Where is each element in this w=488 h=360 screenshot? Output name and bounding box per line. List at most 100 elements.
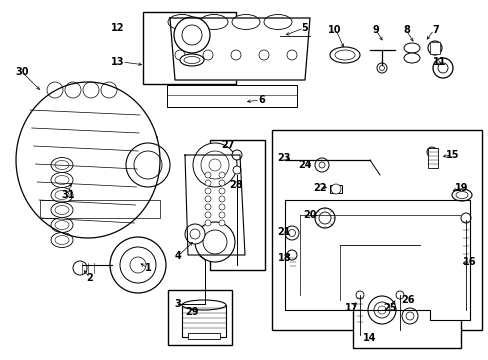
Ellipse shape: [55, 161, 69, 170]
Circle shape: [219, 204, 224, 210]
Bar: [182, 305, 225, 337]
Text: 13: 13: [111, 57, 124, 67]
Ellipse shape: [451, 189, 471, 201]
Ellipse shape: [231, 14, 260, 30]
Circle shape: [230, 50, 241, 60]
Circle shape: [318, 162, 325, 168]
Circle shape: [204, 180, 210, 186]
Circle shape: [204, 220, 210, 226]
Circle shape: [203, 230, 226, 254]
Circle shape: [203, 50, 213, 60]
Ellipse shape: [51, 172, 73, 188]
Circle shape: [175, 50, 184, 60]
Text: 6: 6: [258, 95, 265, 105]
Polygon shape: [170, 18, 309, 80]
Text: 8: 8: [403, 25, 409, 35]
Ellipse shape: [55, 235, 69, 244]
Text: 15: 15: [446, 150, 459, 160]
Ellipse shape: [51, 188, 73, 202]
Circle shape: [204, 204, 210, 210]
Circle shape: [231, 150, 242, 160]
Bar: [271, 130, 481, 330]
Circle shape: [130, 257, 146, 273]
Ellipse shape: [180, 54, 203, 66]
Circle shape: [195, 222, 235, 262]
Ellipse shape: [55, 220, 69, 230]
Circle shape: [314, 208, 334, 228]
Text: 28: 28: [229, 180, 243, 190]
Ellipse shape: [51, 202, 73, 217]
Text: 14: 14: [363, 333, 376, 343]
Ellipse shape: [51, 158, 73, 172]
Ellipse shape: [329, 47, 359, 63]
Ellipse shape: [455, 192, 467, 198]
Ellipse shape: [200, 14, 227, 30]
Text: 7: 7: [432, 25, 439, 35]
Text: 19: 19: [454, 183, 468, 193]
Text: 18: 18: [278, 253, 291, 263]
Ellipse shape: [51, 233, 73, 248]
Circle shape: [219, 188, 224, 194]
Circle shape: [437, 63, 447, 73]
Bar: [427, 148, 437, 168]
Circle shape: [204, 196, 210, 202]
Circle shape: [208, 159, 221, 171]
Text: 3: 3: [174, 299, 181, 309]
Circle shape: [184, 224, 204, 244]
Ellipse shape: [168, 14, 196, 30]
Circle shape: [285, 226, 298, 240]
Circle shape: [110, 237, 165, 293]
Circle shape: [47, 82, 63, 98]
Ellipse shape: [51, 217, 73, 233]
Circle shape: [377, 306, 385, 314]
Text: 1: 1: [144, 263, 151, 273]
Circle shape: [376, 63, 386, 73]
Circle shape: [288, 230, 295, 237]
Text: 25: 25: [383, 303, 396, 313]
Circle shape: [367, 296, 395, 324]
Bar: [187, 333, 220, 339]
Circle shape: [373, 302, 389, 318]
Text: 2: 2: [86, 273, 93, 283]
Circle shape: [379, 66, 384, 71]
Circle shape: [432, 58, 452, 78]
Text: 20: 20: [303, 210, 316, 220]
Circle shape: [219, 172, 224, 178]
Text: 30: 30: [15, 67, 29, 77]
Ellipse shape: [403, 53, 419, 63]
Circle shape: [330, 184, 340, 194]
Polygon shape: [16, 82, 160, 238]
Ellipse shape: [264, 14, 291, 30]
Text: 22: 22: [313, 183, 326, 193]
Circle shape: [219, 180, 224, 186]
Bar: [329, 185, 341, 193]
Text: 21: 21: [277, 227, 290, 237]
Circle shape: [201, 151, 228, 179]
Text: 31: 31: [61, 190, 75, 200]
Ellipse shape: [182, 300, 225, 310]
Ellipse shape: [55, 190, 69, 199]
Ellipse shape: [334, 50, 354, 60]
Circle shape: [204, 212, 210, 218]
Circle shape: [126, 143, 170, 187]
Ellipse shape: [55, 176, 69, 185]
Text: 26: 26: [401, 295, 414, 305]
Circle shape: [193, 143, 237, 187]
Polygon shape: [184, 155, 244, 255]
Circle shape: [219, 220, 224, 226]
Circle shape: [286, 250, 296, 260]
Circle shape: [405, 312, 413, 320]
Circle shape: [314, 158, 328, 172]
Circle shape: [259, 50, 268, 60]
Circle shape: [427, 41, 441, 55]
Circle shape: [190, 229, 200, 239]
Bar: [209, 140, 264, 270]
Text: 9: 9: [372, 25, 379, 35]
Polygon shape: [285, 200, 469, 320]
Text: 11: 11: [432, 57, 446, 67]
Circle shape: [232, 166, 241, 174]
Circle shape: [426, 147, 436, 157]
Bar: [40, 200, 160, 218]
Bar: [168, 290, 231, 345]
Text: 24: 24: [298, 160, 311, 170]
